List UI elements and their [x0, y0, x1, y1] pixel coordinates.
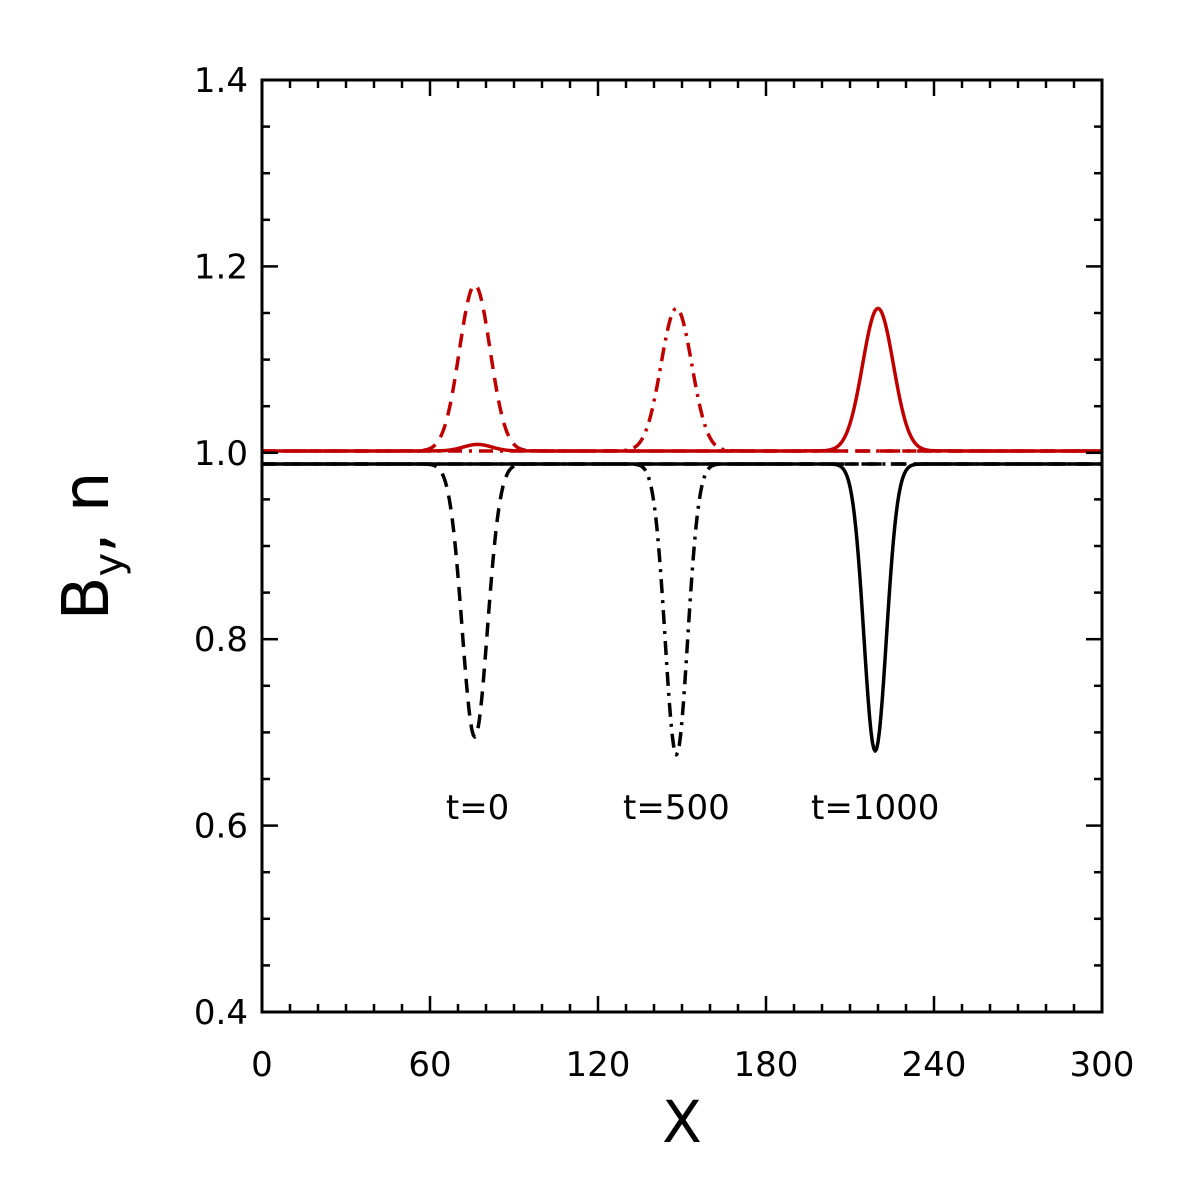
x-axis-title: X: [662, 1088, 702, 1156]
time-annotation: t=0: [446, 788, 509, 828]
x-tick-label: 240: [902, 1045, 967, 1085]
series-line-2: [261, 306, 1103, 453]
y-tick-label: 0.6: [194, 807, 248, 847]
x-tick-label: 300: [1070, 1045, 1135, 1085]
y-axis-title-tail: , n: [50, 472, 124, 553]
time-annotation: t=500: [623, 788, 730, 828]
series-line-5: [261, 462, 1103, 757]
y-tick-label: 1.4: [194, 61, 248, 101]
series-line-1: [261, 283, 1103, 453]
plot-frame: [260, 78, 1104, 1014]
x-tick-labels: 0 60 120 180 240 300: [251, 1045, 1134, 1085]
series-line-3: [261, 306, 1103, 453]
annotations: t=0 t=500 t=1000: [446, 788, 940, 828]
series-line-6: [261, 462, 1103, 753]
y-tick-label: 1.0: [194, 434, 248, 474]
y-tick-labels: 0.4 0.6 0.8 1.0 1.2 1.4: [194, 61, 248, 1033]
x-tick-label: 0: [251, 1045, 273, 1085]
y-tick-label: 0.4: [194, 993, 248, 1033]
axis-ticks: [260, 78, 1104, 1014]
series-line-4: [261, 462, 1103, 739]
x-tick-label: 120: [566, 1045, 631, 1085]
y-axis-title-sub: y: [86, 553, 132, 577]
time-annotation: t=1000: [811, 788, 939, 828]
y-tick-label: 0.8: [194, 620, 248, 660]
x-tick-label: 60: [408, 1045, 451, 1085]
y-axis-title-main: B: [50, 577, 124, 621]
series-lines: [261, 283, 1103, 757]
y-tick-label: 1.2: [194, 247, 248, 287]
y-axis-title: By, n: [50, 472, 132, 621]
x-tick-label: 180: [734, 1045, 799, 1085]
